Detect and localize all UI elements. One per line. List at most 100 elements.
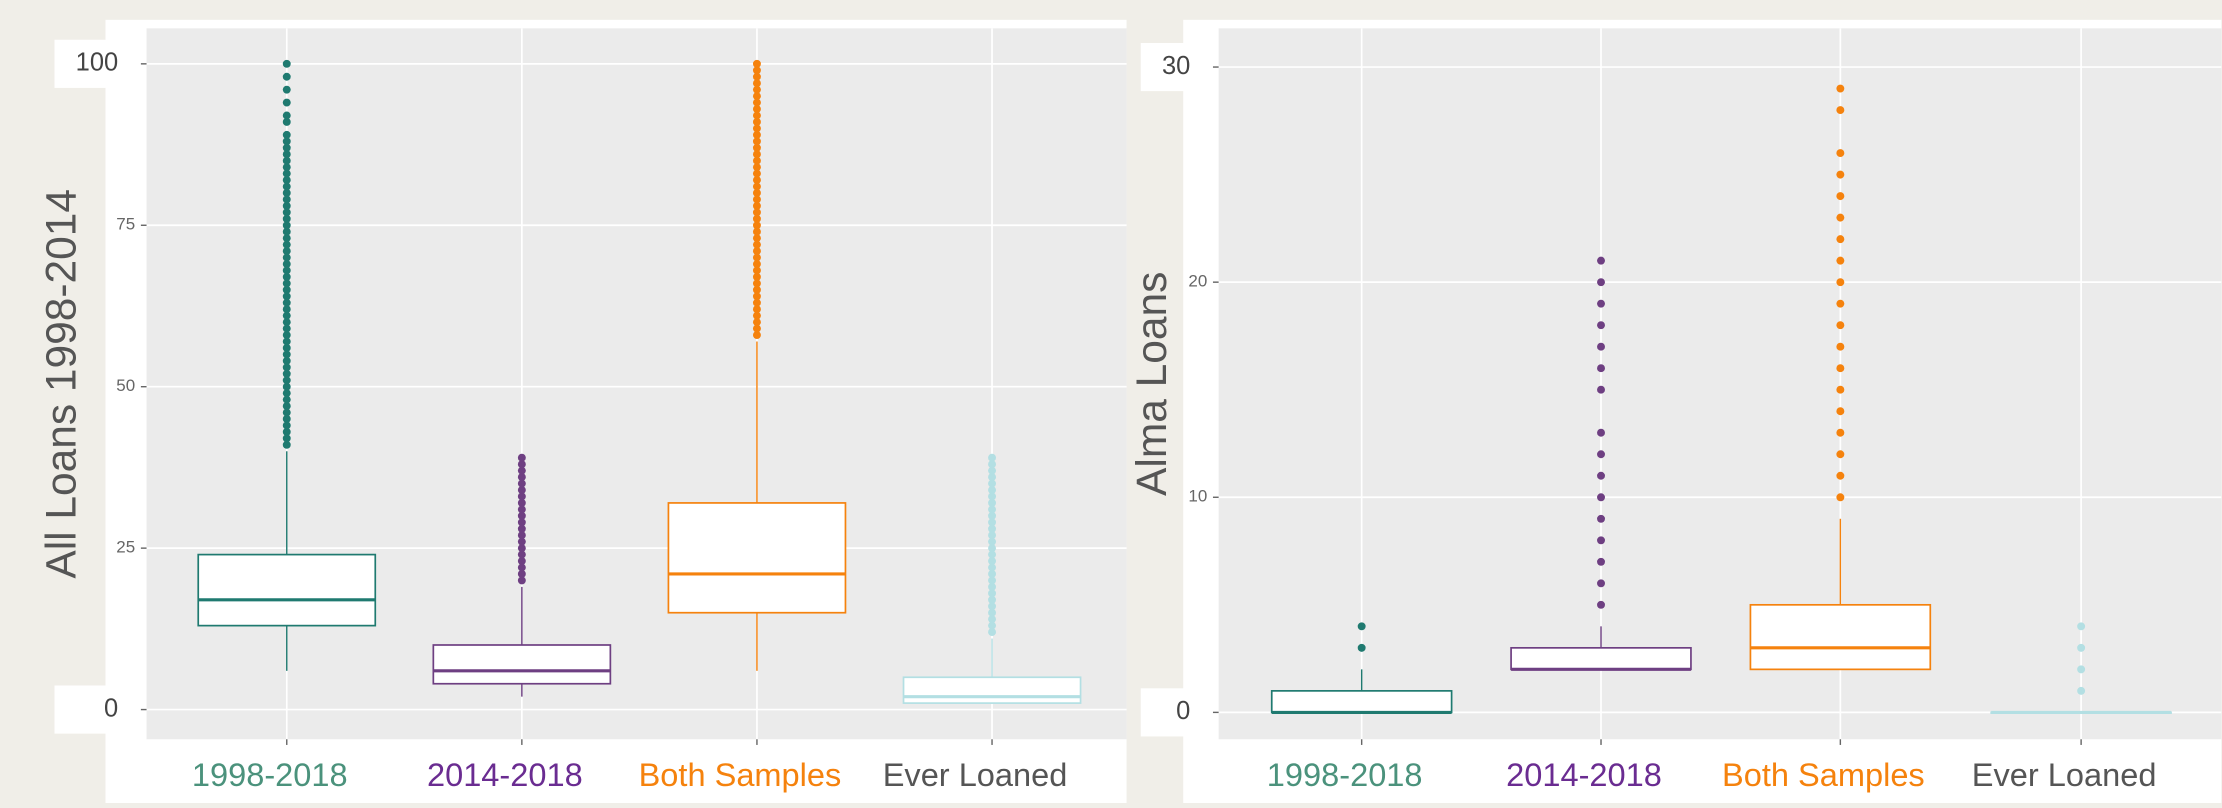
outlier — [282, 72, 291, 81]
outlier — [282, 253, 291, 262]
outlier — [1836, 385, 1845, 394]
plot-area — [1218, 28, 2222, 740]
box — [1270, 690, 1453, 714]
outlier — [1597, 536, 1605, 545]
outlier — [988, 615, 997, 624]
outlier — [752, 195, 761, 204]
outlier — [988, 569, 997, 578]
outlier — [752, 260, 761, 268]
y-tick-label: 100 — [76, 49, 119, 77]
x-tick-label: Ever Loaned — [1972, 757, 2157, 793]
outlier — [282, 337, 291, 346]
outlier — [282, 343, 291, 352]
outlier — [282, 285, 291, 294]
outlier — [988, 576, 997, 585]
y-tick-label: 0 — [104, 694, 118, 722]
outlier — [752, 285, 761, 294]
outlier — [282, 201, 291, 210]
outlier — [517, 550, 526, 559]
x-tick-label: Both Samples — [1722, 757, 1925, 793]
outlier — [517, 569, 526, 578]
outlier — [752, 156, 761, 165]
outlier — [1836, 364, 1845, 373]
outlier — [517, 473, 526, 482]
outlier — [282, 247, 291, 256]
outlier — [1836, 299, 1845, 308]
outlier — [282, 356, 291, 365]
outlier — [517, 576, 526, 585]
x-tick-label: Ever Loaned — [883, 757, 1068, 793]
outlier — [988, 602, 997, 611]
outlier — [517, 505, 526, 514]
outlier — [282, 318, 291, 327]
outlier — [1836, 321, 1845, 330]
outlier — [282, 311, 291, 320]
outlier — [282, 59, 291, 68]
outlier — [988, 473, 997, 482]
outlier — [282, 163, 291, 172]
outlier — [282, 382, 291, 391]
outlier — [282, 363, 291, 372]
outlier — [988, 557, 997, 566]
plot-area — [146, 28, 1127, 740]
outlier — [752, 305, 761, 314]
outlier — [2077, 686, 2086, 695]
outlier — [282, 421, 291, 430]
outlier — [282, 376, 291, 385]
outlier — [752, 234, 761, 243]
outlier — [282, 427, 291, 436]
outlier — [282, 369, 291, 378]
outlier — [1836, 106, 1845, 115]
outlier — [282, 85, 291, 94]
outlier — [752, 79, 761, 88]
outlier — [282, 402, 291, 411]
outlier — [1597, 385, 1605, 394]
outlier — [1597, 342, 1605, 351]
outlier — [988, 524, 997, 533]
outlier — [752, 92, 761, 101]
outlier — [517, 563, 526, 572]
outlier — [517, 531, 526, 540]
outlier — [282, 279, 291, 288]
outlier — [988, 621, 997, 630]
outlier — [988, 486, 997, 494]
outlier — [282, 150, 291, 159]
outlier — [1597, 471, 1605, 480]
outlier — [752, 331, 761, 340]
outlier — [282, 130, 291, 139]
outlier — [988, 518, 997, 527]
outlier — [1597, 450, 1605, 459]
outlier — [282, 208, 291, 217]
outlier — [752, 176, 761, 185]
outlier — [988, 608, 997, 617]
outlier — [752, 201, 761, 210]
outlier — [988, 563, 997, 572]
outlier — [1836, 256, 1845, 265]
outlier — [1597, 514, 1605, 523]
y-tick-label: 10 — [1188, 487, 1207, 506]
outlier — [282, 292, 291, 301]
outlier — [282, 408, 291, 417]
outlier — [752, 137, 761, 146]
outlier — [1836, 493, 1845, 502]
outlier — [517, 557, 526, 566]
outlier — [517, 460, 526, 469]
outlier — [282, 305, 291, 314]
box — [432, 644, 612, 685]
x-tick-label: 1998-2018 — [1267, 757, 1423, 793]
outlier — [752, 324, 761, 333]
y-tick-label: 50 — [116, 376, 135, 395]
outlier — [282, 440, 291, 449]
x-tick-label: 2014-2018 — [427, 757, 583, 793]
y-tick-label: 30 — [1162, 52, 1190, 80]
box — [1749, 603, 1932, 671]
outlier — [1836, 471, 1845, 480]
outlier — [988, 582, 997, 591]
outlier — [282, 214, 291, 223]
outlier — [752, 318, 761, 327]
y-tick-label-box — [1140, 688, 1212, 737]
outlier — [1597, 321, 1605, 330]
outlier — [752, 105, 761, 114]
y-tick-label: 75 — [116, 215, 135, 234]
